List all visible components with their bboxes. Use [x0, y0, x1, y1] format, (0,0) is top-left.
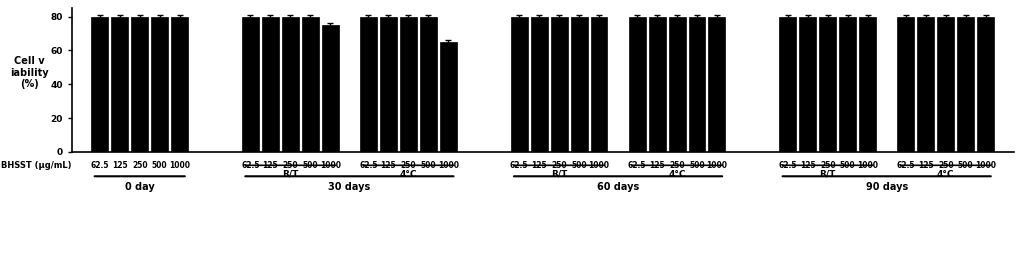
Text: 125: 125: [649, 161, 665, 170]
Text: 90 days: 90 days: [865, 182, 908, 192]
Bar: [360, 17, 377, 152]
Bar: [322, 25, 339, 152]
Text: 250: 250: [132, 161, 147, 170]
Text: R/T: R/T: [551, 169, 567, 179]
Text: 1000: 1000: [589, 161, 609, 170]
Text: 500: 500: [957, 161, 974, 170]
Bar: [709, 17, 725, 152]
Text: 125: 125: [531, 161, 547, 170]
Text: 62.5: 62.5: [778, 161, 797, 170]
Bar: [840, 17, 856, 152]
Bar: [570, 17, 588, 152]
Bar: [629, 17, 645, 152]
Text: 250: 250: [551, 161, 567, 170]
Text: 1000: 1000: [169, 161, 190, 170]
Text: 30 days: 30 days: [329, 182, 371, 192]
Text: 125: 125: [262, 161, 279, 170]
Text: 250: 250: [938, 161, 953, 170]
Text: 500: 500: [571, 161, 587, 170]
Text: 125: 125: [800, 161, 815, 170]
Text: 250: 250: [400, 161, 416, 170]
Text: 4°C: 4°C: [937, 169, 954, 179]
Text: 62.5: 62.5: [896, 161, 915, 170]
Text: 60 days: 60 days: [597, 182, 639, 192]
Bar: [859, 17, 877, 152]
Text: R/T: R/T: [819, 169, 836, 179]
Text: 500: 500: [840, 161, 855, 170]
Text: R/T: R/T: [283, 169, 299, 179]
Bar: [819, 17, 837, 152]
Text: 62.5: 62.5: [90, 161, 110, 170]
Bar: [957, 17, 974, 152]
Bar: [171, 17, 188, 152]
Bar: [551, 17, 567, 152]
Bar: [779, 17, 797, 152]
Text: 1000: 1000: [857, 161, 879, 170]
Bar: [648, 17, 666, 152]
Text: 4°C: 4°C: [669, 169, 686, 179]
Bar: [977, 17, 994, 152]
Bar: [302, 17, 318, 152]
Bar: [530, 17, 548, 152]
Text: 125: 125: [112, 161, 128, 170]
Bar: [918, 17, 934, 152]
Bar: [420, 17, 437, 152]
Text: 1000: 1000: [438, 161, 459, 170]
Text: 4°C: 4°C: [399, 169, 417, 179]
Text: 500: 500: [152, 161, 168, 170]
Text: BHSST (μg/mL): BHSST (μg/mL): [1, 161, 72, 170]
Bar: [282, 17, 299, 152]
Text: 62.5: 62.5: [359, 161, 378, 170]
Bar: [440, 42, 457, 152]
Text: 62.5: 62.5: [628, 161, 646, 170]
Text: 62.5: 62.5: [510, 161, 528, 170]
Text: 125: 125: [918, 161, 934, 170]
Bar: [380, 17, 397, 152]
Text: 500: 500: [689, 161, 705, 170]
Text: 1000: 1000: [707, 161, 727, 170]
Bar: [131, 17, 148, 152]
Bar: [152, 17, 168, 152]
Text: 1000: 1000: [319, 161, 341, 170]
Text: 125: 125: [381, 161, 396, 170]
Bar: [242, 17, 259, 152]
Bar: [688, 17, 706, 152]
Bar: [112, 17, 128, 152]
Bar: [800, 17, 816, 152]
Text: 1000: 1000: [975, 161, 996, 170]
Text: 0 day: 0 day: [125, 182, 155, 192]
Bar: [897, 17, 914, 152]
Bar: [591, 17, 607, 152]
Bar: [511, 17, 527, 152]
Y-axis label: Cell v
iability
(%): Cell v iability (%): [10, 56, 48, 89]
Bar: [669, 17, 685, 152]
Text: 62.5: 62.5: [242, 161, 260, 170]
Text: 250: 250: [283, 161, 298, 170]
Text: 500: 500: [421, 161, 436, 170]
Text: 250: 250: [670, 161, 685, 170]
Bar: [262, 17, 279, 152]
Bar: [400, 17, 417, 152]
Bar: [91, 17, 109, 152]
Text: 250: 250: [820, 161, 836, 170]
Text: 500: 500: [302, 161, 318, 170]
Bar: [937, 17, 954, 152]
